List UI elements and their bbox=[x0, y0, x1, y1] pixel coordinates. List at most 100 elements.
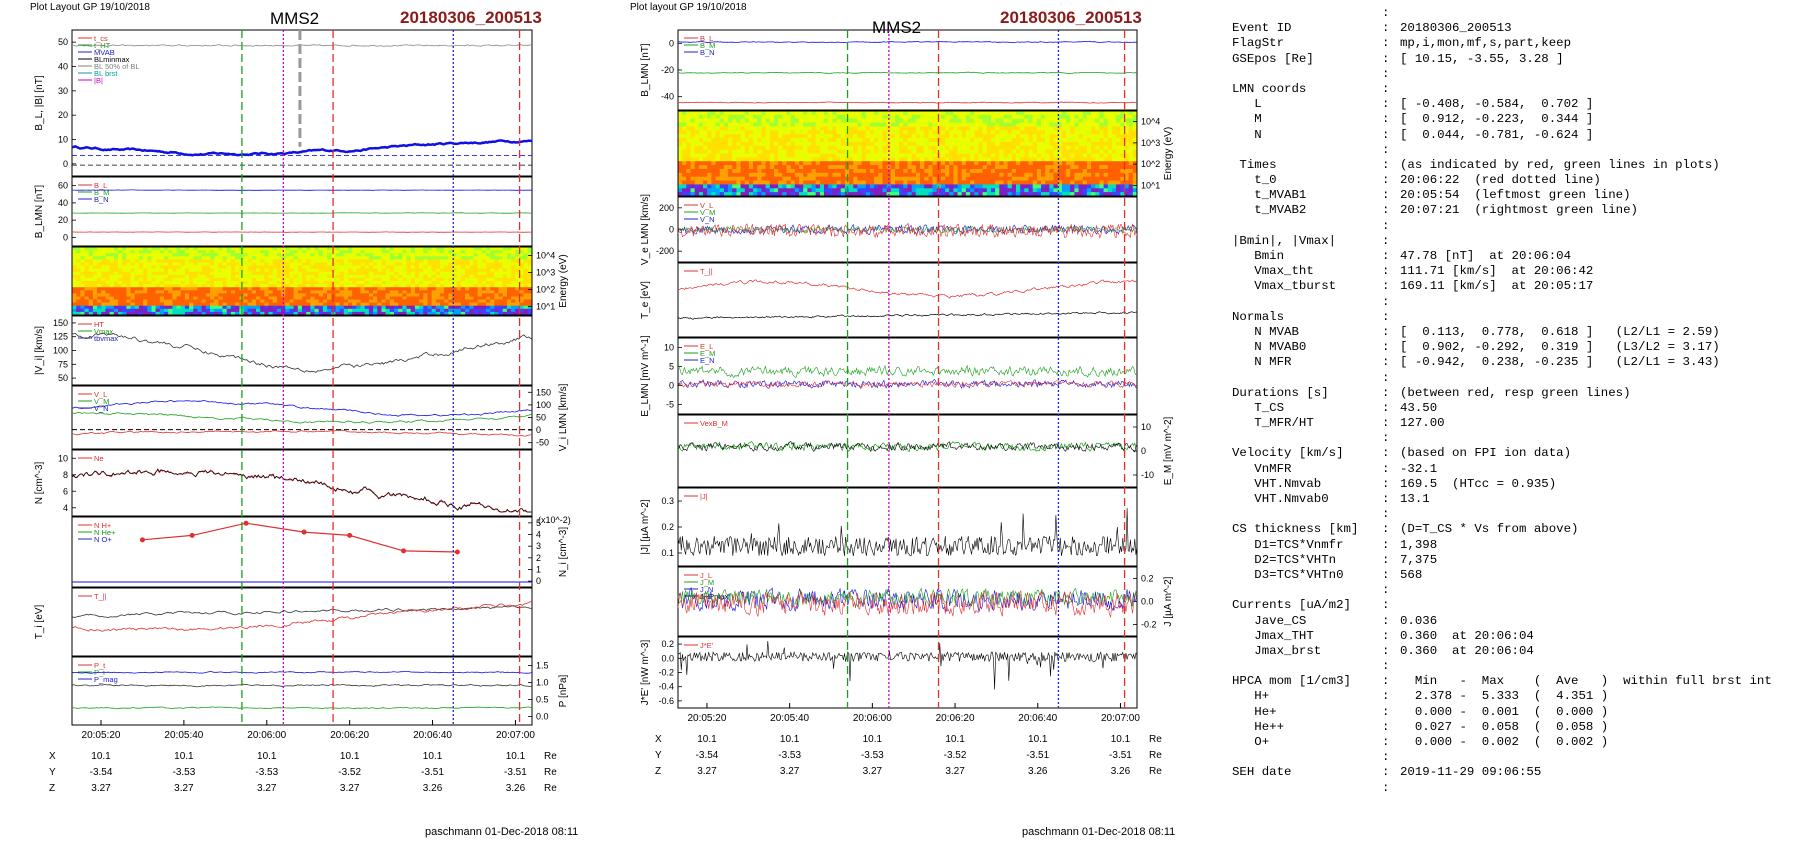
left-spectrogram-cell bbox=[201, 296, 207, 300]
left-spectrogram-cell bbox=[339, 250, 345, 254]
left-spectrogram-cell bbox=[343, 302, 349, 307]
right-spectrogram-cell bbox=[911, 165, 917, 170]
left-spectrogram-cell bbox=[481, 256, 487, 260]
left-spectrogram-cell bbox=[406, 311, 412, 316]
left-spectrogram-cell bbox=[406, 293, 412, 297]
right-spectrogram-cell bbox=[836, 153, 842, 158]
right-spectrogram-cell bbox=[1020, 138, 1025, 143]
left-spectrogram-cell bbox=[511, 296, 516, 300]
left-spectrogram-cell bbox=[527, 262, 533, 266]
right-spectrogram-cell bbox=[1103, 161, 1109, 166]
right-spectrogram-cell bbox=[961, 111, 967, 116]
left-spectrogram-cell bbox=[247, 293, 253, 297]
right-spectrogram-cell bbox=[857, 165, 862, 170]
left-spectrogram-cell bbox=[389, 308, 395, 313]
right-spectrogram-cell bbox=[857, 138, 862, 143]
left-spectrogram-cell bbox=[419, 308, 424, 313]
left-spectrogram-cell bbox=[72, 277, 77, 282]
left-spectrogram-cell bbox=[481, 262, 487, 266]
right-spectrogram-cell bbox=[974, 165, 979, 170]
left-spectrogram-cell bbox=[494, 253, 499, 257]
right-spectrogram-cell bbox=[819, 134, 825, 139]
right-spectrogram-cell bbox=[965, 165, 971, 170]
left-spectrogram-cell bbox=[180, 281, 186, 285]
left-spectrogram-cell bbox=[264, 302, 269, 307]
left-spectrogram-cell bbox=[414, 274, 420, 279]
right-spectrogram-cell bbox=[1086, 176, 1092, 181]
left-spectrogram-cell bbox=[498, 293, 504, 297]
left-spectrogram-cell bbox=[80, 259, 85, 263]
left-spectrogram-cell bbox=[490, 296, 495, 300]
left-spectrogram-cell bbox=[256, 287, 261, 291]
right-spectrogram-cell bbox=[886, 141, 892, 147]
right-spectrogram-cell bbox=[915, 176, 921, 181]
left-spectrogram-cell bbox=[444, 268, 449, 273]
left-spectrogram-cell bbox=[523, 274, 529, 279]
left-spectrogram-cell bbox=[498, 281, 504, 285]
left-spectrogram-cell bbox=[193, 284, 198, 288]
right-spectrogram-cell bbox=[1016, 169, 1021, 174]
left-spectrogram-cell bbox=[164, 311, 169, 316]
left-spectrogram-cell bbox=[515, 265, 520, 269]
right-spectrogram-cell bbox=[1082, 184, 1088, 189]
right-spectrogram-cell bbox=[761, 184, 767, 189]
right-spectrogram-cell bbox=[719, 130, 725, 135]
left-spectrogram-cell bbox=[176, 250, 182, 254]
right-spectrogram-cell bbox=[915, 153, 921, 158]
left-spectrogram-cell bbox=[402, 271, 407, 276]
left-spectrogram-cell bbox=[118, 287, 123, 291]
left-spectrogram-cell bbox=[398, 256, 403, 260]
left-trace-vi bbox=[71, 332, 533, 373]
right-spectrogram-cell bbox=[723, 157, 729, 162]
left-spectrogram-cell bbox=[498, 299, 504, 303]
left-spectrogram-cell bbox=[164, 305, 169, 310]
left-spectrogram-cell bbox=[385, 277, 391, 282]
right-spectrogram-cell bbox=[761, 145, 767, 151]
right-spectrogram-cell bbox=[1078, 169, 1084, 174]
right-spectrogram-cell bbox=[1107, 172, 1113, 178]
right-spectrogram-cell bbox=[1041, 161, 1046, 166]
left-spectrogram-cell bbox=[147, 287, 152, 291]
left-spectrogram-cell bbox=[444, 293, 449, 297]
right-spectrogram-cell bbox=[982, 161, 988, 166]
right-spectrogram-cell bbox=[690, 192, 696, 197]
right-spectrogram-cell bbox=[999, 157, 1004, 162]
left-trace-ni bbox=[71, 468, 532, 513]
left-pos-value: -3.54 bbox=[90, 767, 113, 778]
right-spectrogram-cell bbox=[895, 180, 900, 185]
left-spectrogram-cell bbox=[264, 299, 269, 303]
right-spectrogram-cell bbox=[945, 126, 950, 131]
left-spectrogram-cell bbox=[247, 250, 253, 254]
left-spectrogram-cell bbox=[314, 281, 320, 285]
left-spectrogram-cell bbox=[251, 311, 257, 316]
left-spectrogram-cell bbox=[448, 247, 453, 251]
right-spectrogram-cell bbox=[828, 149, 833, 154]
left-spectrogram-cell bbox=[477, 293, 483, 297]
right-spectrogram-cell bbox=[1011, 130, 1017, 135]
left-spectrogram-cell bbox=[511, 290, 516, 294]
right-spectrogram-cell bbox=[765, 126, 771, 131]
right-spectrogram-cell bbox=[1120, 145, 1125, 151]
left-spectrogram-cell bbox=[427, 308, 433, 313]
left-spectrogram-cell bbox=[368, 305, 374, 310]
right-spectrogram-cell bbox=[744, 161, 750, 166]
left-spectrogram-cell bbox=[364, 290, 370, 294]
left-spectrogram-cell bbox=[143, 277, 148, 282]
right-spectrogram-cell bbox=[995, 126, 1000, 131]
left-spectrogram-cell bbox=[80, 265, 85, 269]
left-spectrogram-cell bbox=[147, 274, 152, 279]
left-spectrogram-cell bbox=[506, 293, 512, 297]
left-spectrogram-cell bbox=[460, 284, 466, 288]
right-spectrogram-cell bbox=[799, 111, 804, 116]
right-spectrogram-cell bbox=[711, 184, 716, 189]
right-spectrogram-cell bbox=[865, 157, 871, 162]
left-spectrogram-cell bbox=[80, 305, 85, 310]
left-spectrogram-cell bbox=[322, 302, 328, 307]
right-spectrogram-cell bbox=[961, 153, 967, 158]
left-spectrogram-cell bbox=[109, 250, 115, 254]
right-spectrogram-cell bbox=[748, 114, 754, 120]
left-spectrogram-cell bbox=[80, 256, 85, 260]
left-spectrogram-cell bbox=[486, 262, 491, 266]
right-spectrogram-cell bbox=[1057, 118, 1063, 123]
right-spectrogram-cell bbox=[1041, 172, 1046, 178]
